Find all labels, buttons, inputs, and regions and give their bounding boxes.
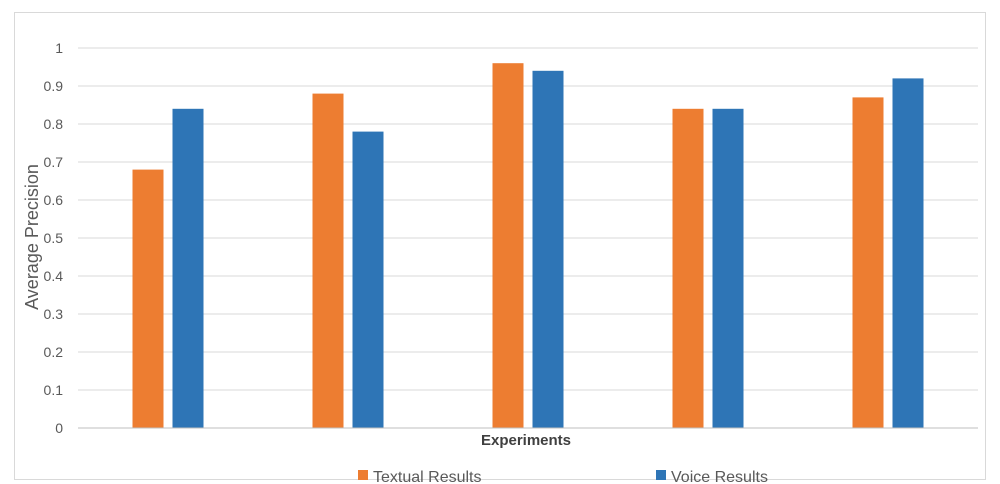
y-axis-ticks: 0 0.1 0.2 0.3 0.4 0.5 0.6 0.7 0.8 0.9 1 [44, 40, 64, 436]
y-tick-label: 0.8 [44, 116, 64, 132]
bar-textual-4 [672, 108, 704, 429]
y-tick-label: 0.1 [44, 382, 64, 398]
y-tick-label: 0.6 [44, 192, 64, 208]
bars [132, 63, 924, 429]
legend-label-voice: Voice Results [671, 469, 768, 484]
bar-voice-4 [712, 108, 744, 429]
y-tick-label: 0 [55, 420, 63, 436]
bar-voice-5 [892, 78, 924, 429]
y-tick-label: 0.4 [44, 268, 64, 284]
y-axis-label: Average Precision [22, 164, 42, 310]
y-tick-label: 0.9 [44, 78, 64, 94]
legend-swatch-textual [358, 470, 368, 480]
y-tick-label: 0.3 [44, 306, 64, 322]
y-tick-label: 0.2 [44, 344, 64, 360]
legend: Textual Results Voice Results [358, 469, 768, 484]
bar-textual-5 [852, 97, 884, 429]
bar-textual-1 [132, 169, 164, 428]
y-tick-label: 0.5 [44, 230, 64, 246]
legend-label-textual: Textual Results [373, 469, 482, 484]
x-axis-label: Experiments [481, 432, 571, 449]
bar-voice-2 [352, 131, 384, 428]
gridlines [78, 47, 978, 391]
y-tick-label: 0.7 [44, 154, 64, 170]
bar-textual-3 [492, 63, 524, 428]
legend-swatch-voice [656, 470, 666, 480]
y-tick-label: 1 [55, 40, 63, 56]
bar-textual-2 [312, 93, 344, 428]
bar-voice-3 [532, 70, 564, 429]
bar-voice-1 [172, 108, 204, 429]
